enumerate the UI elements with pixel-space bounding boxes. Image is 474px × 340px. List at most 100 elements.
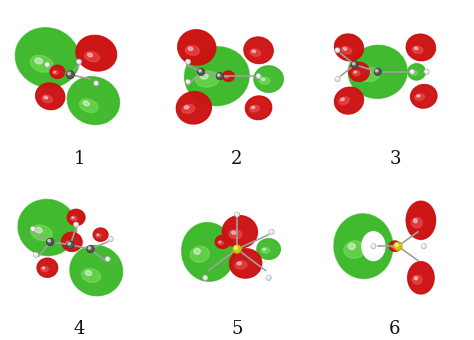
Ellipse shape [407,202,435,239]
Ellipse shape [76,36,116,71]
Circle shape [76,59,82,64]
Ellipse shape [362,232,385,260]
Ellipse shape [335,87,363,114]
Ellipse shape [230,249,262,278]
Circle shape [234,246,237,249]
Text: 2: 2 [231,150,243,168]
Circle shape [425,70,427,72]
Ellipse shape [93,228,108,241]
Ellipse shape [195,71,219,87]
Ellipse shape [62,232,82,252]
Circle shape [95,82,96,84]
Circle shape [269,229,274,234]
Ellipse shape [414,277,418,280]
Circle shape [371,243,376,249]
Ellipse shape [389,241,401,251]
Circle shape [88,246,91,249]
Circle shape [374,68,382,75]
Text: 5: 5 [231,320,243,338]
Ellipse shape [225,75,229,78]
Ellipse shape [335,87,364,114]
Circle shape [267,276,269,278]
Ellipse shape [252,50,255,53]
Ellipse shape [415,94,424,100]
Ellipse shape [259,77,270,84]
Ellipse shape [67,209,85,225]
Circle shape [198,68,205,75]
Ellipse shape [222,71,234,81]
Circle shape [66,71,74,79]
Ellipse shape [70,245,123,296]
Ellipse shape [83,101,89,106]
Ellipse shape [254,66,283,92]
Circle shape [109,237,111,239]
Circle shape [256,73,261,79]
Ellipse shape [349,62,369,82]
Ellipse shape [244,37,273,63]
Ellipse shape [67,242,70,243]
Circle shape [94,81,99,86]
Circle shape [422,244,424,246]
Circle shape [204,276,206,278]
Ellipse shape [223,71,234,81]
Ellipse shape [30,55,53,72]
Ellipse shape [44,96,47,99]
Ellipse shape [232,231,236,234]
Ellipse shape [229,249,262,278]
Ellipse shape [263,248,266,250]
Ellipse shape [80,99,98,113]
Ellipse shape [261,248,270,253]
Ellipse shape [37,258,58,277]
Circle shape [235,212,239,217]
Ellipse shape [185,46,200,55]
Circle shape [421,243,426,249]
Ellipse shape [96,234,101,237]
Ellipse shape [53,71,58,74]
Ellipse shape [339,97,349,104]
Ellipse shape [35,58,43,64]
Ellipse shape [229,230,242,239]
Ellipse shape [93,228,108,241]
Ellipse shape [411,85,437,108]
Circle shape [34,253,36,255]
Ellipse shape [18,199,77,256]
Ellipse shape [244,37,273,64]
Ellipse shape [71,246,122,295]
Circle shape [393,242,402,251]
Ellipse shape [334,214,393,278]
Ellipse shape [261,78,265,81]
Ellipse shape [250,105,259,112]
Ellipse shape [335,215,392,278]
Ellipse shape [176,91,211,124]
Ellipse shape [184,47,249,106]
Ellipse shape [412,71,414,73]
Circle shape [48,239,50,242]
Ellipse shape [257,239,280,259]
Ellipse shape [226,76,227,77]
Circle shape [351,61,358,68]
Ellipse shape [97,234,99,236]
Ellipse shape [37,258,57,277]
Ellipse shape [237,262,241,265]
Ellipse shape [188,47,193,51]
Circle shape [106,257,108,259]
Ellipse shape [414,47,418,50]
Ellipse shape [185,47,248,105]
Circle shape [410,70,412,72]
Circle shape [270,230,272,232]
Ellipse shape [411,218,422,228]
Ellipse shape [54,71,55,73]
Circle shape [266,275,271,280]
Ellipse shape [194,249,201,254]
Ellipse shape [341,47,352,54]
Ellipse shape [62,233,82,251]
Ellipse shape [353,70,360,75]
Ellipse shape [335,34,364,61]
Circle shape [186,60,188,62]
Text: 1: 1 [73,150,85,168]
Circle shape [185,59,191,64]
Ellipse shape [68,77,119,124]
Ellipse shape [66,241,73,246]
Ellipse shape [218,241,223,244]
Circle shape [31,227,33,229]
